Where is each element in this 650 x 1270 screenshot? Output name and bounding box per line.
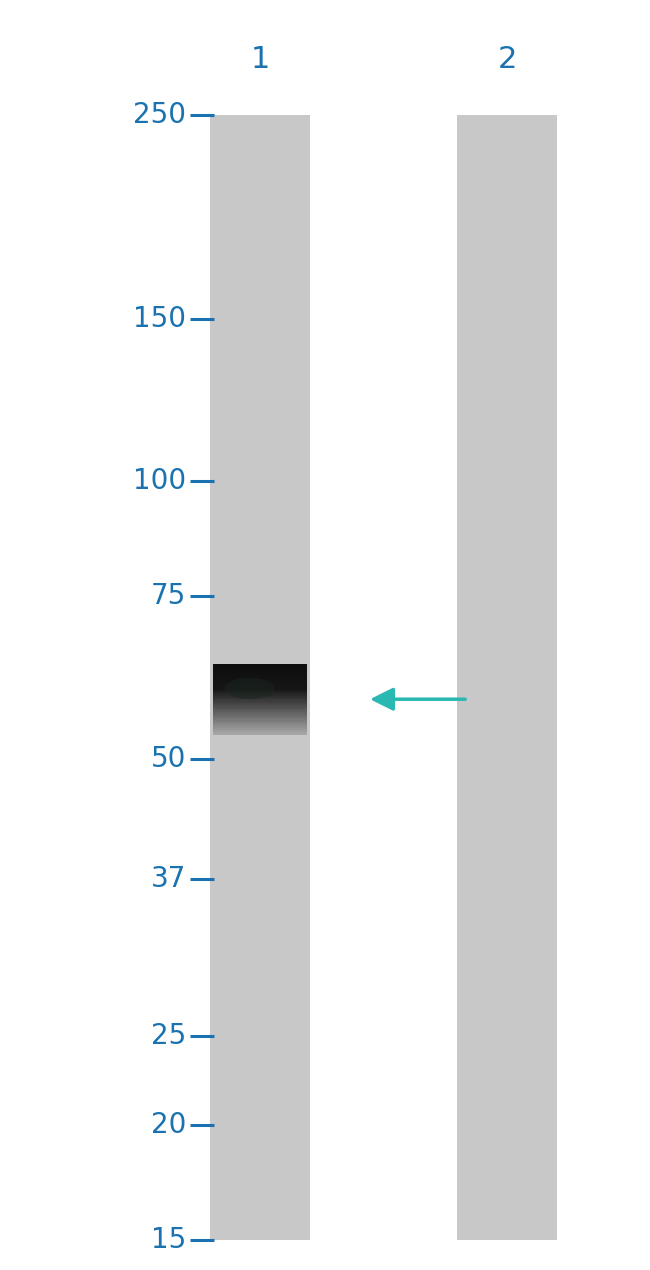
Bar <box>456 116 558 1240</box>
Text: 150: 150 <box>133 305 186 333</box>
Text: 250: 250 <box>133 102 186 130</box>
Text: 2: 2 <box>497 46 517 75</box>
Text: 25: 25 <box>151 1022 186 1050</box>
Ellipse shape <box>225 678 275 700</box>
Text: 20: 20 <box>151 1111 186 1139</box>
Text: 50: 50 <box>151 744 186 772</box>
Bar <box>209 116 311 1240</box>
Text: 75: 75 <box>151 583 186 611</box>
Text: 100: 100 <box>133 467 186 495</box>
Text: 15: 15 <box>151 1226 186 1253</box>
Text: 1: 1 <box>250 46 270 75</box>
Text: 37: 37 <box>151 865 186 893</box>
